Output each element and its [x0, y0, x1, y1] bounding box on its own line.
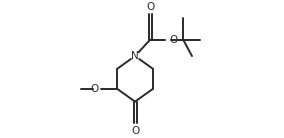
Text: O: O — [90, 84, 98, 94]
Text: O: O — [131, 126, 139, 136]
Text: O: O — [146, 2, 154, 12]
Text: N: N — [131, 51, 139, 61]
Text: O: O — [169, 35, 178, 45]
